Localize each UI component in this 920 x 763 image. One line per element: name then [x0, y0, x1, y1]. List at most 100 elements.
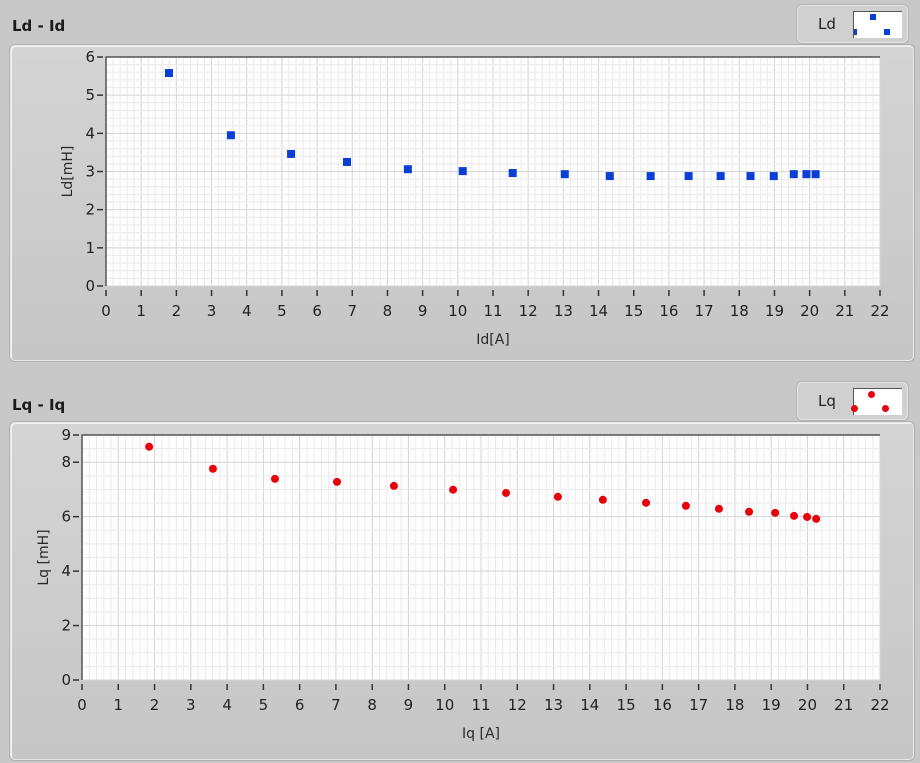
chart-title-ld: Ld - Id [12, 17, 66, 35]
x-tick-label: 17 [689, 696, 708, 714]
x-tick-label: 4 [222, 696, 232, 714]
data-point [789, 170, 798, 179]
x-tick-label: 7 [331, 696, 341, 714]
data-point [226, 131, 235, 140]
legend-ld[interactable]: Ld [797, 5, 908, 43]
x-tick-label: 13 [544, 696, 563, 714]
data-point [714, 504, 723, 513]
data-point [803, 512, 812, 521]
data-point [332, 477, 341, 486]
data-point [802, 170, 811, 179]
data-point [745, 507, 754, 516]
y-tick-label: 6 [61, 508, 71, 526]
data-point [508, 169, 517, 178]
x-axis-label: Id[A] [476, 332, 510, 348]
data-point [598, 495, 607, 504]
y-tick-label: 0 [61, 671, 71, 689]
data-point [145, 442, 154, 451]
data-point [208, 464, 217, 473]
x-axis-label: Iq [A] [462, 726, 500, 742]
x-tick-label: 5 [259, 696, 269, 714]
x-tick-label: 1 [113, 696, 123, 714]
y-tick-label: 2 [61, 617, 71, 635]
x-tick-label: 22 [870, 696, 889, 714]
x-tick-label: 4 [242, 302, 252, 320]
data-point [646, 172, 655, 181]
y-tick-label: 5 [85, 86, 95, 104]
data-point [502, 488, 511, 497]
x-tick-label: 9 [418, 302, 428, 320]
plot-frame [81, 434, 880, 680]
x-tick-label: 9 [404, 696, 414, 714]
chart-1: 0 1 2 3 4 5 6 7 8 9 10 11 12 13 14 15 16 17 18 19 20 21 220246… [36, 426, 890, 742]
x-tick-label: 22 [870, 302, 889, 320]
x-tick-label: 21 [835, 302, 854, 320]
x-tick-label: 11 [471, 696, 490, 714]
x-tick-label: 15 [617, 696, 636, 714]
x-tick-label: 20 [798, 696, 817, 714]
data-point [287, 149, 296, 158]
plot-frame [105, 56, 880, 286]
y-tick-label: 1 [85, 239, 95, 257]
x-tick-label: 19 [765, 302, 784, 320]
data-point [164, 69, 173, 78]
x-tick-label: 21 [834, 696, 853, 714]
x-tick-label: 14 [589, 302, 608, 320]
x-tick-label: 3 [207, 302, 217, 320]
y-tick-label: 4 [61, 562, 71, 580]
data-point [769, 172, 778, 181]
y-axis-label: Ld[mH] [60, 146, 76, 198]
x-tick-label: 5 [277, 302, 287, 320]
x-tick-label: 3 [186, 696, 196, 714]
data-point [771, 508, 780, 517]
x-tick-label: 2 [150, 696, 160, 714]
legend-label-ld: Ld [818, 15, 836, 33]
x-tick-label: 16 [653, 696, 672, 714]
x-tick-label: 20 [800, 302, 819, 320]
x-tick-label: 2 [172, 302, 182, 320]
x-tick-label: 18 [725, 696, 744, 714]
x-tick-label: 12 [519, 302, 538, 320]
data-point [389, 481, 398, 490]
chart-0: 0 1 2 3 4 5 6 7 8 9 10 11 12 13 14 15 16 17 18 19 20 21 220123… [60, 48, 890, 348]
data-point [458, 167, 467, 176]
y-tick-label: 6 [85, 48, 95, 66]
x-tick-label: 8 [383, 302, 393, 320]
x-tick-label: 10 [435, 696, 454, 714]
circle-marker-icon [851, 388, 902, 415]
data-point [684, 172, 693, 181]
x-tick-label: 16 [659, 302, 678, 320]
data-point [553, 492, 562, 501]
legend-label-lq: Lq [818, 392, 836, 410]
data-point [681, 501, 690, 510]
data-point [746, 172, 755, 181]
y-axis-label: Lq [mH] [36, 529, 52, 585]
x-tick-label: 12 [508, 696, 527, 714]
data-point [560, 170, 569, 179]
x-tick-label: 19 [762, 696, 781, 714]
x-tick-label: 6 [312, 302, 322, 320]
x-tick-label: 6 [295, 696, 305, 714]
data-point [605, 172, 614, 181]
x-tick-label: 15 [624, 302, 643, 320]
x-tick-label: 0 [77, 696, 87, 714]
chart-title-lq: Lq - Iq [12, 396, 66, 414]
x-tick-label: 0 [101, 302, 111, 320]
y-tick-label: 2 [85, 201, 95, 219]
x-tick-label: 8 [367, 696, 377, 714]
x-tick-label: 17 [695, 302, 714, 320]
data-point [812, 514, 821, 523]
data-point [716, 172, 725, 181]
legend-lq[interactable]: Lq [797, 382, 908, 420]
x-tick-label: 7 [347, 302, 357, 320]
x-tick-label: 18 [730, 302, 749, 320]
y-tick-label: 3 [85, 163, 95, 181]
x-tick-label: 11 [483, 302, 502, 320]
data-point [642, 498, 651, 507]
data-point [403, 165, 412, 174]
y-tick-label: 4 [85, 124, 95, 142]
data-point [811, 170, 820, 179]
data-point [790, 511, 799, 520]
x-tick-label: 13 [554, 302, 573, 320]
